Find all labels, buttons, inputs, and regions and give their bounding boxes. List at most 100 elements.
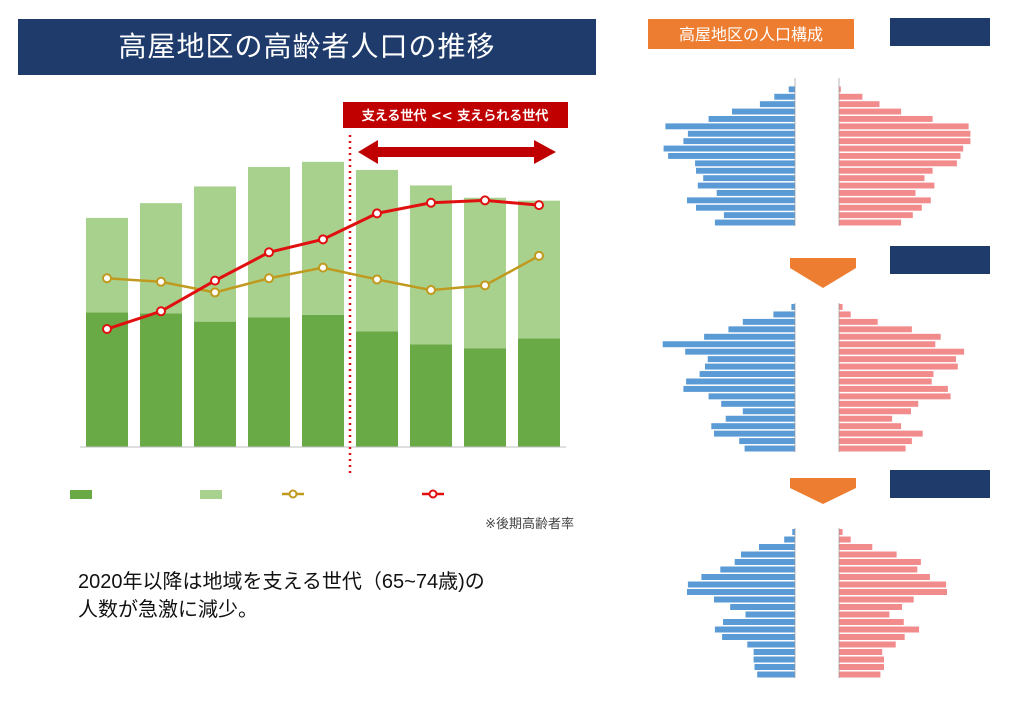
male-bar bbox=[728, 326, 795, 333]
female-bar bbox=[839, 566, 918, 573]
elderly-population-chart: 支える世代 << 支えられる世代 ※後期高齢者率 bbox=[70, 102, 574, 532]
female-bar bbox=[839, 438, 912, 445]
female-bar bbox=[839, 123, 969, 130]
female-bar bbox=[839, 385, 948, 392]
year-badge bbox=[890, 470, 990, 498]
point-65-74-ratio bbox=[480, 280, 490, 291]
female-bar bbox=[839, 430, 923, 437]
male-bar bbox=[723, 619, 795, 625]
female-bar bbox=[839, 175, 925, 182]
male-bar bbox=[739, 438, 795, 445]
pyramid-3 bbox=[687, 470, 990, 678]
male-bar bbox=[725, 415, 795, 422]
point-75-plus-ratio bbox=[264, 247, 274, 258]
population-pyramids: 高屋地区の人口構成 bbox=[648, 18, 990, 678]
male-bar bbox=[754, 664, 795, 670]
male-bar bbox=[791, 304, 795, 310]
male-bar bbox=[662, 341, 795, 348]
pyramid-header: 高屋地区の人口構成 bbox=[679, 25, 823, 44]
male-bar bbox=[695, 160, 795, 167]
point-65-74-ratio bbox=[318, 262, 328, 273]
male-bar bbox=[714, 430, 795, 437]
female-bar bbox=[839, 634, 905, 640]
female-bar bbox=[839, 86, 841, 93]
female-bar bbox=[839, 378, 932, 385]
female-bar bbox=[839, 536, 851, 543]
female-bar bbox=[839, 656, 884, 663]
female-bar bbox=[839, 619, 904, 625]
bar-75-plus bbox=[248, 166, 290, 318]
female-bar bbox=[839, 219, 902, 226]
point-75-plus-ratio bbox=[156, 306, 166, 317]
female-bar bbox=[839, 415, 893, 422]
point-75-plus-ratio bbox=[426, 197, 436, 208]
point-75-plus-ratio bbox=[318, 234, 328, 245]
male-bar bbox=[683, 385, 795, 392]
male-bar bbox=[732, 108, 795, 115]
male-bar bbox=[707, 356, 795, 363]
down-arrow bbox=[790, 258, 856, 288]
male-bar bbox=[663, 145, 795, 152]
female-bar bbox=[839, 604, 902, 610]
male-bar bbox=[711, 423, 795, 430]
female-bar bbox=[839, 197, 931, 204]
legend-marker bbox=[288, 489, 298, 499]
male-bar bbox=[714, 626, 795, 633]
male-bar bbox=[745, 611, 795, 618]
female-bar bbox=[839, 116, 933, 122]
male-bar bbox=[722, 634, 795, 640]
male-bar bbox=[747, 641, 795, 648]
male-bar bbox=[668, 153, 795, 159]
female-bar bbox=[839, 574, 930, 580]
female-bar bbox=[839, 130, 971, 137]
male-bar bbox=[716, 190, 795, 196]
male-bar bbox=[734, 559, 795, 565]
male-bar bbox=[723, 212, 795, 219]
bar-65-74 bbox=[194, 321, 236, 447]
point-75-plus-ratio bbox=[480, 195, 490, 206]
male-bar bbox=[792, 529, 795, 535]
male-bar bbox=[686, 378, 795, 385]
female-bar bbox=[839, 212, 913, 219]
female-bar bbox=[839, 318, 878, 325]
female-bar bbox=[839, 445, 906, 452]
female-bar bbox=[839, 626, 920, 633]
bar-65-74 bbox=[410, 344, 452, 447]
bar-75-plus bbox=[464, 197, 506, 349]
female-bar bbox=[839, 341, 936, 348]
legend-swatch bbox=[200, 490, 222, 499]
female-bar bbox=[839, 356, 956, 363]
male-bar bbox=[701, 574, 795, 580]
male-bar bbox=[687, 589, 795, 595]
summary-note: 2020年以降は地域を支える世代（65~74歳)の 人数が急激に減少。 bbox=[78, 571, 485, 621]
male-bar bbox=[759, 101, 795, 108]
female-bar bbox=[839, 641, 896, 648]
male-bar bbox=[697, 182, 795, 189]
male-bar bbox=[759, 544, 795, 550]
point-65-74-ratio bbox=[426, 285, 436, 296]
male-bar bbox=[741, 551, 795, 558]
male-bar bbox=[705, 363, 795, 370]
female-bar bbox=[839, 589, 947, 595]
female-bar bbox=[839, 160, 957, 167]
female-bar bbox=[839, 371, 934, 377]
female-bar bbox=[839, 664, 884, 670]
male-bar bbox=[773, 311, 795, 318]
male-bar bbox=[708, 116, 795, 122]
female-bar bbox=[839, 544, 873, 550]
point-75-plus-ratio bbox=[210, 275, 220, 286]
female-bar bbox=[839, 551, 897, 558]
female-bar bbox=[839, 167, 933, 174]
male-bar bbox=[714, 219, 795, 226]
pyramid-2 bbox=[662, 246, 990, 452]
male-bar bbox=[703, 175, 795, 182]
bar-65-74 bbox=[464, 348, 506, 447]
support-banner-label: 支える世代 << 支えられる世代 bbox=[361, 108, 548, 124]
point-75-plus-ratio bbox=[534, 200, 544, 211]
male-bar bbox=[784, 536, 795, 543]
bar-75-plus bbox=[86, 217, 128, 313]
male-bar bbox=[721, 400, 795, 407]
female-bar bbox=[839, 596, 914, 603]
male-bar bbox=[687, 581, 795, 588]
male-bar bbox=[714, 596, 795, 603]
